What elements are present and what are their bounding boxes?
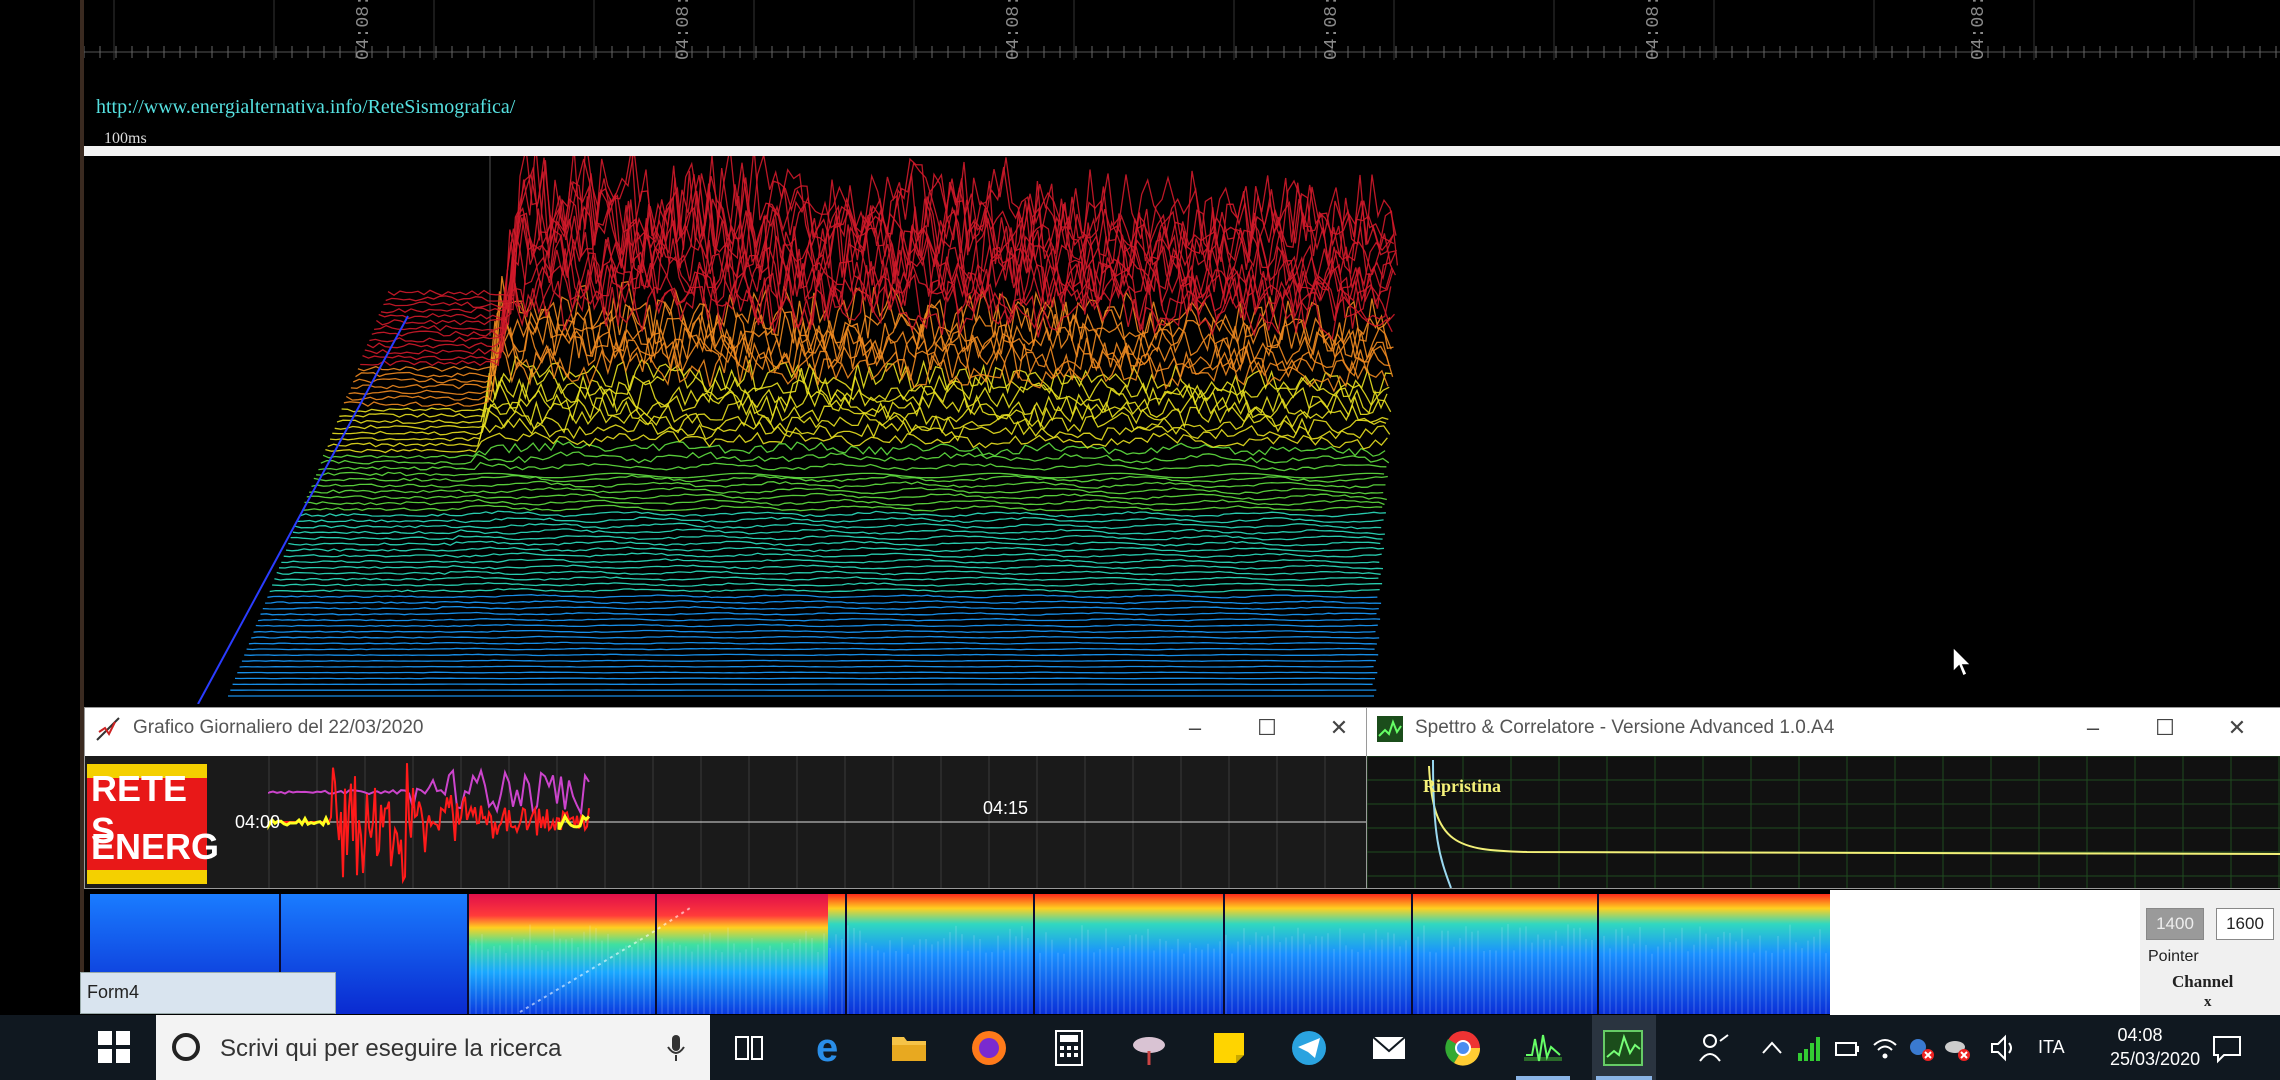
spectrum-app-icon	[1377, 716, 1403, 742]
range-min-input[interactable]: 1400	[2146, 908, 2204, 940]
tick-label: 04:08:	[1969, 0, 1989, 60]
seismogram-view: RETE S ENERG 04:00 04:15	[85, 756, 1367, 888]
wifi-icon[interactable]	[1870, 1027, 1912, 1069]
seismograph-app-icon[interactable]	[1522, 1027, 1564, 1069]
taskbar-search-box[interactable]: Scrivi qui per eseguire la ricerca	[156, 1015, 710, 1080]
tick-label: 04:08:	[674, 0, 694, 60]
spettro-correlatore-window[interactable]: Spettro & Correlatore - Versione Advance…	[1366, 707, 2280, 889]
tick-label: 04:08:	[354, 0, 374, 60]
rete-sismografica-logo: RETE S ENERG	[87, 764, 219, 884]
tick-label: 04:08:	[1322, 0, 1342, 60]
system-clock[interactable]: 04:08 25/03/2020	[2110, 1023, 2201, 1071]
seismogram-plot	[267, 756, 1367, 888]
clock-time: 04:08	[2117, 1025, 2163, 1045]
sticky-notes-icon[interactable]	[1208, 1027, 1250, 1069]
app-icon	[96, 717, 120, 741]
minimize-button[interactable]: –	[2086, 715, 2100, 740]
tick-label: 04:08:	[1004, 0, 1024, 60]
window-title: Grafico Giornaliero del 22/03/2020	[133, 717, 424, 738]
signal-bars-icon	[1798, 1037, 1820, 1061]
calculator-icon[interactable]	[1048, 1027, 1090, 1069]
chrome-icon[interactable]	[1442, 1027, 1484, 1069]
separator-bar	[84, 146, 2280, 156]
close-button[interactable]: ✕	[2227, 715, 2247, 740]
window-left-border	[80, 0, 84, 990]
form4-window[interactable]: Form4	[80, 972, 336, 1014]
maximize-button[interactable]: ☐	[2155, 715, 2175, 740]
tick-label: 04:08:	[1644, 0, 1664, 60]
file-explorer-icon[interactable]	[888, 1027, 930, 1069]
search-placeholder: Scrivi qui per eseguire la ricerca	[220, 1035, 562, 1062]
time-label-start: 04:00	[235, 812, 281, 832]
range-panel: 1400 1600 Pointer Channel x	[2140, 890, 2280, 1016]
form4-title: Form4	[87, 982, 140, 1002]
channel-x-label: x	[2204, 994, 2212, 1010]
satellite-app-icon[interactable]	[1128, 1027, 1170, 1069]
spectrogram	[90, 894, 1830, 1014]
mouse-cursor-icon	[1952, 646, 1973, 678]
spectrogram-blank-area	[1830, 890, 2140, 1015]
spettro-titlebar[interactable]: Spettro & Correlatore - Versione Advance…	[1367, 708, 2280, 748]
minimize-button[interactable]: –	[1188, 715, 1202, 740]
people-icon[interactable]	[1696, 1027, 1738, 1069]
svg-text:e: e	[816, 1027, 838, 1069]
edge-icon[interactable]: e	[808, 1027, 850, 1069]
ripristina-button[interactable]: Ripristina	[1423, 776, 1502, 796]
taskbar: Scrivi qui per eseguire la ricerca e	[0, 1015, 2280, 1080]
grafico-giornaliero-window[interactable]: Grafico Giornaliero del 22/03/2020 – ☐ ✕…	[84, 707, 1368, 889]
mail-icon[interactable]	[1368, 1027, 1410, 1069]
maximize-button[interactable]: ☐	[1257, 715, 1277, 740]
firefox-icon[interactable]	[968, 1027, 1010, 1069]
channel-label: Channel	[2172, 972, 2234, 991]
active-indicator	[1516, 1076, 1570, 1080]
left-background	[0, 0, 84, 1015]
cortana-icon	[172, 1033, 200, 1061]
scale-label: 100ms	[104, 130, 147, 147]
spettro-app-icon[interactable]	[1602, 1027, 1644, 1069]
grafico-titlebar[interactable]: Grafico Giornaliero del 22/03/2020 – ☐ ✕	[85, 708, 1367, 748]
range-max-input[interactable]: 1600	[2216, 908, 2274, 940]
pointer-label: Pointer	[2148, 948, 2199, 965]
waterfall-spectrum-3d	[88, 156, 2280, 704]
volume-icon[interactable]	[1988, 1027, 2030, 1069]
disk-error-icon[interactable]	[1942, 1027, 1984, 1069]
task-view-icon[interactable]	[728, 1027, 770, 1069]
clock-date: 25/03/2020	[2110, 1049, 2201, 1069]
battery-icon[interactable]	[1832, 1027, 1874, 1069]
language-indicator[interactable]: ITA	[2038, 1037, 2065, 1057]
timeline-ruler	[84, 0, 2280, 60]
top-timeline: 04:08: 04:08: 04:08: 04:08: 04:08: 04:08…	[84, 0, 2280, 148]
notifications-icon[interactable]	[2210, 1027, 2252, 1069]
close-button[interactable]: ✕	[1329, 715, 1349, 740]
windows-start-icon[interactable]	[96, 1029, 132, 1065]
active-indicator	[1596, 1076, 1652, 1080]
time-label-end: 04:15	[983, 798, 1029, 818]
network-error-icon[interactable]	[1906, 1027, 1948, 1069]
telegram-icon[interactable]	[1288, 1027, 1330, 1069]
url-link[interactable]: http://www.energialternativa.info/ReteSi…	[96, 96, 516, 118]
spectrum-plot: Ripristina	[1367, 756, 2280, 888]
chevron-up-icon[interactable]	[1760, 1027, 1802, 1069]
window-title: Spettro & Correlatore - Versione Advance…	[1415, 717, 1835, 738]
microphone-icon[interactable]	[666, 1033, 686, 1063]
